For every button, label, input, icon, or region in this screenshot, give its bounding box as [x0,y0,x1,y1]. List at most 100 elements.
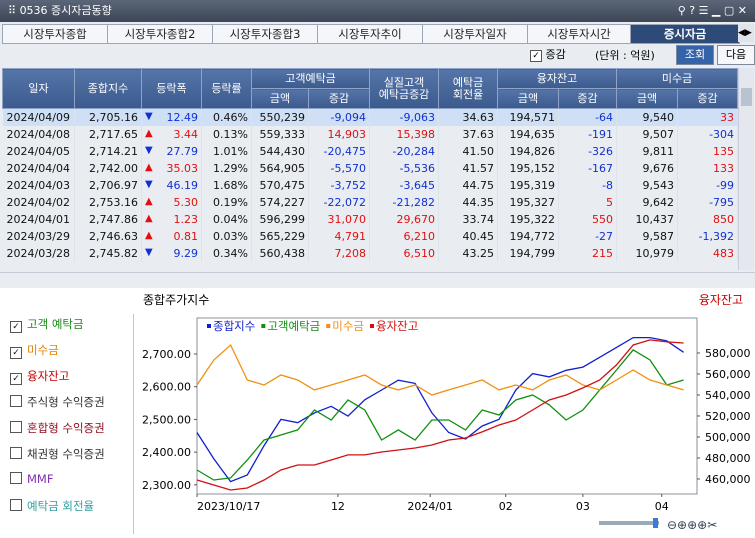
table-cell: 483 [677,245,739,262]
direction-arrow: ▼ [145,179,153,190]
data-table: 일자 종합지수 등락폭 등락률 고객예탁금 실질고객 예탁금증감 예탁금 회전율 융자잔고 미수금 금… [2,68,739,262]
table-cell: 550 [558,211,618,228]
direction-arrow: ▼ [145,111,153,122]
table-cell: 14,903 [308,126,371,143]
next-button[interactable]: 다음 [717,45,755,65]
y-tick-label: 2,700.00 [142,348,191,361]
table-cell: 29,670 [369,211,440,228]
table-cell: 15,398 [369,126,440,143]
y-tick-label: 2,300.00 [142,479,191,492]
x-tick-label: 12 [331,500,345,513]
table-row[interactable]: 2024/04/09 2,705.16 ▼ 12.49 0.46% 550,239 -9,0… [2,108,739,126]
chart: 종합주가지수 융자잔고2,300.002,400.002,500.002,600.… [133,293,751,534]
change-cell: ▲ 3.44 [141,126,202,143]
table-cell: 2,745.82 [74,245,142,262]
checkbox-label: 증감 [545,48,566,61]
table-cell: 4,791 [308,228,371,245]
table-cell: 44.75 [438,177,499,194]
table-cell: 10,979 [616,245,679,262]
tab-scroll[interactable]: ◀▶ [738,24,754,42]
column-header: 등락률 [201,68,252,109]
column-header: 증감 [558,88,618,109]
query-button[interactable]: 조회 [676,45,714,65]
table-row[interactable]: 2024/03/29 2,746.63 ▲ 0.81 0.03% 565,229 4,791… [2,228,739,245]
table-cell: 2024/04/04 [2,160,75,177]
toolbar-checkbox[interactable]: ✓ 증감 [530,46,566,62]
series-checkbox[interactable]: 예탁금 회전율 [10,498,94,514]
table-cell: -22,072 [308,194,371,211]
change-value: 3.44 [173,128,199,141]
zoom-thumb [653,518,658,528]
legend-label: 미수금 [332,319,364,333]
window-controls[interactable]: ⚲ ? ☰ ▁ ▢ ✕ [677,4,747,17]
checkbox-label: 채권형 수익증권 [27,447,105,461]
table-cell: -99 [677,177,739,194]
unit-label: (단위 : 억원) [595,49,655,62]
chart-title: 종합주가지수 [143,293,209,307]
table-row[interactable]: 2024/04/08 2,717.65 ▲ 3.44 0.13% 559,333 14,90… [2,126,739,143]
table-cell: 195,319 [497,177,560,194]
series-line [196,339,684,491]
table-row[interactable]: 2024/03/28 2,745.82 ▼ 9.29 0.34% 560,438 7,208… [2,245,739,262]
checkbox-label: 미수금 [27,343,59,357]
zoom-slider [599,521,659,525]
series-checkbox[interactable]: MMF [10,472,53,486]
table-cell: 215 [558,245,618,262]
table-cell: 0.19% [201,194,252,211]
table-cell: 596,299 [251,211,309,228]
direction-arrow: ▼ [145,247,153,258]
y2-tick-label: 480,000 [705,452,751,465]
table-cell: 2024/03/28 [2,245,75,262]
column-header: 미수금 [616,68,739,89]
tab[interactable]: 시장투자종합3 [212,24,318,44]
table-row[interactable]: 2024/04/02 2,753.16 ▲ 5.30 0.19% 574,227 -22,0… [2,194,739,211]
series-checkbox[interactable]: 주식형 수익증권 [10,394,105,410]
table-cell: 565,229 [251,228,309,245]
column-header: 증감 [677,88,739,109]
checkbox-label: 예탁금 회전율 [27,499,95,513]
table-cell: 2,705.16 [74,108,142,126]
change-cell: ▼ 27.79 [141,143,202,160]
table-cell: 9,811 [616,143,679,160]
table-scrollbar[interactable] [738,68,754,270]
tab[interactable]: 시장투자추이 [317,24,423,44]
series-checkbox[interactable]: ✓ 미수금 [10,342,59,359]
table-cell: 135 [677,143,739,160]
table-row[interactable]: 2024/04/01 2,747.86 ▲ 1.23 0.04% 596,299 31,07… [2,211,739,228]
table-cell: 5 [558,194,618,211]
x-tick-label: 2023/10/17 [197,500,260,513]
table-cell: -3,752 [308,177,371,194]
plot-area [196,317,698,495]
change-value: 9.29 [173,247,199,260]
series-checkbox[interactable]: ✓ 고객 예탁금 [10,316,84,333]
table-row[interactable]: 2024/04/05 2,714.21 ▼ 27.79 1.01% 544,430 -20,… [2,143,739,160]
tab[interactable]: 증시자금 [630,24,740,44]
right-axis-title: 융자잔고 [699,293,743,307]
series-checkbox[interactable]: ✓ 융자잔고 [10,368,69,385]
table-cell: 31,070 [308,211,371,228]
tab[interactable]: 시장투자종합 [2,24,108,44]
table-row[interactable]: 2024/04/04 2,742.00 ▲ 35.03 1.29% 564,905 -5,5… [2,160,739,177]
column-header: 금액 [616,88,679,109]
checkbox-box [10,447,22,459]
table-cell: 2024/04/02 [2,194,75,211]
header-line: 예탁금증감 [378,87,430,101]
table-cell: -795 [677,194,739,211]
table-cell: 0.04% [201,211,252,228]
legend-label: 종합지수 [213,319,255,333]
tab[interactable]: 시장투자종합2 [107,24,213,44]
y2-tick-label: 540,000 [705,389,751,402]
series-checkbox[interactable]: 채권형 수익증권 [10,446,105,462]
checkbox-label: MMF [27,472,54,486]
y-tick-label: 2,500.00 [142,413,191,426]
window-title: 0536 증시자금동향 [19,4,112,17]
change-cell: ▲ 1.23 [141,211,202,228]
series-checkbox[interactable]: 혼합형 수익증권 [10,420,105,436]
series-line [196,336,684,483]
table-row[interactable]: 2024/04/03 2,706.97 ▼ 46.19 1.68% 570,475 -3,7… [2,177,739,194]
tab[interactable]: 시장투자일자 [422,24,528,44]
tab[interactable]: 시장투자시간 [527,24,631,44]
checkbox-label: 고객 예탁금 [27,317,84,331]
change-cell: ▲ 0.81 [141,228,202,245]
table-cell: 2,753.16 [74,194,142,211]
